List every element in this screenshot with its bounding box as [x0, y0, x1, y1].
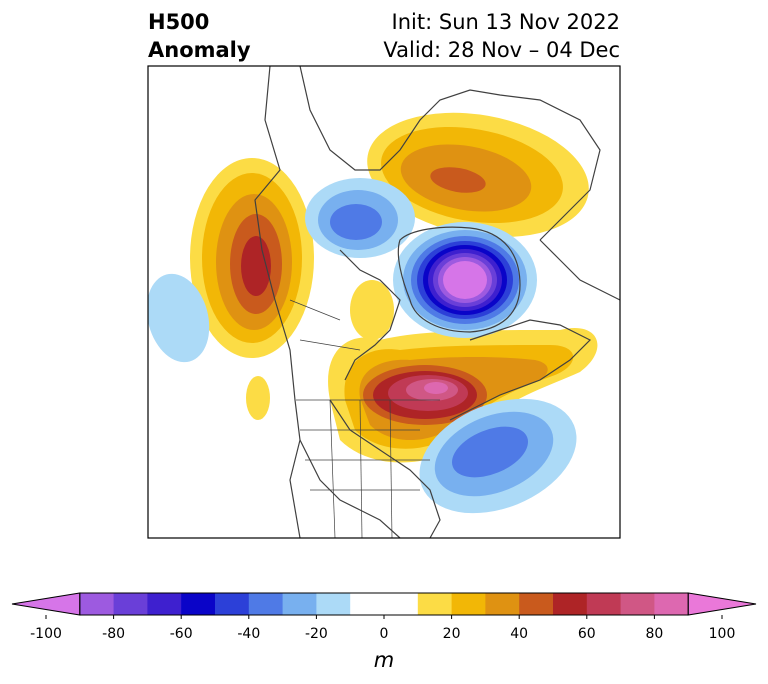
ridge-greenland	[367, 112, 589, 238]
colorbar-bin	[147, 593, 182, 615]
title-variable: H500	[148, 10, 210, 34]
colorbar-tick-label: -60	[169, 626, 193, 642]
colorbar-tick-label: 60	[577, 626, 596, 642]
colorbar-bin	[485, 593, 520, 615]
ridge-alaska-west-canada	[190, 158, 314, 420]
colorbar-bin	[282, 593, 317, 615]
colorbar-bin	[350, 593, 385, 615]
colorbar-bin	[79, 593, 115, 615]
low-north-canada	[305, 178, 415, 258]
colorbar-extend-max	[687, 592, 757, 616]
chart-title-right: Init: Sun 13 Nov 2022 Valid: 28 Nov – 04…	[383, 8, 620, 64]
valid-range: Valid: 28 Nov – 04 Dec	[383, 38, 620, 62]
coastlines	[254, 66, 620, 538]
low-north-pacific	[148, 273, 210, 363]
low-north-atlantic	[419, 398, 577, 514]
colorbar-unit: m	[373, 648, 395, 672]
colorbar-bin	[654, 593, 689, 615]
colorbar-tick-label: 0	[379, 626, 389, 642]
colorbar-tick-label: -80	[102, 626, 126, 642]
colorbar-bin	[451, 593, 486, 615]
init-date: Init: Sun 13 Nov 2022	[391, 10, 620, 34]
title-subtitle: Anomaly	[148, 38, 251, 62]
colorbar-bin	[519, 593, 554, 615]
colorbar-tick-label: -20	[304, 626, 328, 642]
state-borders	[289, 299, 440, 538]
anomaly-fill	[148, 112, 598, 514]
colorbar-bin	[316, 593, 351, 615]
low-hudson-bay	[393, 222, 537, 338]
chart-title-left: H500 Anomaly	[148, 8, 251, 64]
colorbar-bin	[620, 593, 655, 615]
ridge-great-lakes-quebec	[328, 280, 598, 463]
colorbar-tick-label: -40	[237, 626, 261, 642]
colorbar-tick-label: 80	[645, 626, 664, 642]
map-frame	[147, 65, 621, 539]
colorbar-bin	[181, 593, 216, 615]
colorbar-tick-label: -100	[30, 626, 62, 642]
colorbar-bin	[215, 593, 250, 615]
colorbar-tick-label: 100	[708, 626, 736, 642]
colorbar-bin	[553, 593, 588, 615]
colorbar-bin	[384, 593, 419, 615]
colorbar-bin	[417, 593, 453, 615]
colorbar-bin	[586, 593, 622, 615]
colorbar-tick-label: 20	[442, 626, 461, 642]
colorbar	[11, 592, 757, 619]
colorbar-bin	[248, 593, 284, 615]
colorbar-extend-min	[11, 592, 81, 616]
colorbar-bin	[113, 593, 148, 615]
colorbar-tick-label: 40	[510, 626, 529, 642]
